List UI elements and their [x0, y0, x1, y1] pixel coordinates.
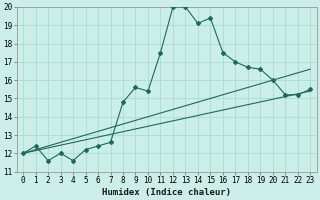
X-axis label: Humidex (Indice chaleur): Humidex (Indice chaleur): [102, 188, 231, 197]
